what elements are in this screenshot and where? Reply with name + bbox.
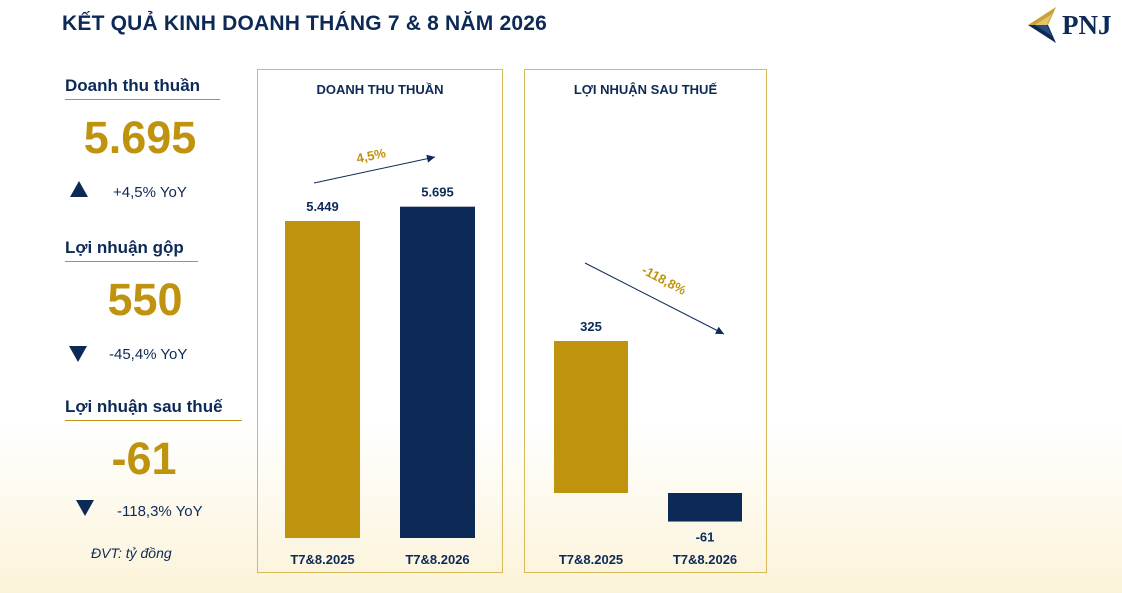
trend-percent-label: -118,8% <box>640 262 690 298</box>
category-label: T7&8.2025 <box>559 552 623 567</box>
trend-arrow-head-icon <box>715 326 724 334</box>
up-triangle-icon <box>70 181 88 197</box>
kpi-gross-profit-value: 550 <box>107 274 183 325</box>
bar-value-label: -61 <box>696 530 715 545</box>
pnj-logo-icon <box>1028 7 1056 43</box>
kpi-revenue-value: 5.695 <box>83 112 197 163</box>
kpi-gross-profit-change: -45,4% YoY <box>109 346 188 363</box>
bar-value-label: 5.449 <box>306 199 339 214</box>
category-label: T7&8.2026 <box>673 552 737 567</box>
bar-T7&8.2026 <box>668 493 742 522</box>
bar-T7&8.2026 <box>400 206 475 538</box>
unit-note: ĐVT: tỷ đồng <box>91 545 172 561</box>
down-triangle-icon <box>69 346 87 362</box>
kpi-gross-profit-label: Lợi nhuận gộp <box>65 238 198 262</box>
bar-value-label: 325 <box>580 319 602 334</box>
pnj-logo: PNJ <box>1026 4 1118 46</box>
down-triangle-icon <box>76 500 94 516</box>
trend-arrow-line <box>584 262 725 335</box>
bar-T7&8.2025 <box>285 221 360 538</box>
revenue-chart-panel: DOANH THU THUẦN <box>257 69 503 573</box>
trend-arrow-line <box>313 156 436 184</box>
bar-value-label: 5.695 <box>421 185 454 200</box>
category-label: T7&8.2026 <box>405 552 469 567</box>
net-profit-chart-panel: LỢI NHUẬN SAU THUẾ <box>524 69 767 573</box>
trend-percent-label: 4,5% <box>355 145 388 166</box>
net-profit-chart-title: LỢI NHUẬN SAU THUẾ <box>573 82 718 97</box>
page-title: KẾT QUẢ KINH DOANH THÁNG 7 & 8 NĂM 2026 <box>62 12 548 35</box>
category-label: T7&8.2025 <box>290 552 354 567</box>
bar-T7&8.2025 <box>554 341 628 493</box>
kpi-net-profit-change: -118,3% YoY <box>117 503 203 520</box>
kpi-net-profit-label: Lợi nhuận sau thuế <box>65 397 242 421</box>
logo-text: PNJ <box>1062 9 1112 40</box>
kpi-revenue-label: Doanh thu thuần <box>65 76 220 100</box>
kpi-net-profit-value: -61 <box>111 433 177 484</box>
trend-arrow-head-icon <box>426 154 435 163</box>
revenue-chart-title: DOANH THU THUẦN <box>316 82 444 97</box>
kpi-revenue-change: +4,5% YoY <box>113 184 187 201</box>
